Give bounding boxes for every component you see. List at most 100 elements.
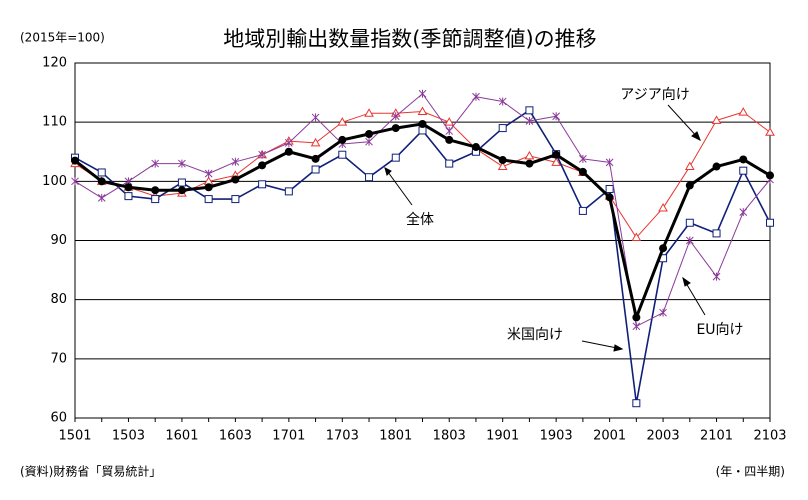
marker	[684, 161, 695, 171]
marker	[712, 162, 721, 171]
x-tick-label: 1803	[433, 429, 466, 444]
marker	[711, 115, 722, 124]
marker	[579, 154, 587, 163]
marker	[685, 236, 694, 245]
marker	[97, 168, 106, 177]
marker	[391, 124, 400, 133]
marker	[365, 173, 374, 182]
marker	[632, 399, 641, 408]
marker	[284, 138, 293, 147]
marker	[231, 195, 240, 204]
marker	[605, 158, 614, 167]
marker	[284, 187, 293, 196]
marker	[765, 127, 775, 136]
marker	[631, 232, 642, 242]
x-tick-label: 1601	[165, 429, 198, 444]
marker	[311, 165, 320, 174]
marker	[365, 130, 374, 138]
arrow-head	[384, 167, 392, 176]
marker	[551, 157, 562, 166]
marker	[391, 112, 400, 121]
marker	[445, 159, 454, 168]
marker	[151, 186, 160, 195]
marker	[525, 106, 534, 115]
marker	[97, 177, 106, 186]
marker	[337, 117, 348, 126]
marker	[204, 195, 213, 204]
marker	[685, 181, 694, 190]
marker	[739, 166, 748, 175]
marker	[310, 137, 321, 147]
x-tick-label: 1503	[112, 429, 145, 444]
marker	[365, 137, 373, 146]
marker	[417, 106, 428, 116]
y-tick-label: 80	[50, 292, 67, 307]
x-tick-label: 2003	[647, 429, 680, 444]
marker	[605, 185, 614, 194]
arrow	[384, 167, 413, 206]
marker	[498, 156, 507, 165]
marker	[578, 167, 587, 176]
marker	[712, 272, 721, 281]
marker	[552, 112, 561, 121]
y-tick-label: 90	[50, 233, 67, 248]
marker	[231, 157, 240, 166]
marker	[498, 97, 507, 106]
marker	[364, 108, 374, 117]
marker	[258, 150, 266, 159]
y-tick-label: 110	[42, 115, 67, 130]
marker	[418, 119, 427, 128]
marker	[632, 313, 641, 322]
marker	[472, 92, 480, 101]
marker	[739, 208, 748, 217]
unit-label: (2015年=100)	[20, 31, 105, 45]
marker	[444, 117, 455, 126]
marker	[659, 244, 668, 253]
marker	[658, 202, 668, 212]
x-label: (年・四半期)	[716, 465, 785, 479]
marker	[605, 193, 614, 202]
marker	[97, 193, 106, 202]
marker	[578, 206, 587, 215]
marker	[258, 161, 267, 170]
x-tick-label: 1703	[326, 429, 359, 444]
marker	[659, 308, 667, 317]
x-tick-label: 1801	[379, 429, 412, 444]
marker	[498, 124, 507, 133]
y-tick-label: 100	[42, 174, 67, 189]
marker	[497, 161, 508, 171]
series-label: アジア向け	[620, 87, 689, 103]
x-tick-label: 1701	[272, 429, 305, 444]
marker	[178, 159, 186, 168]
marker	[71, 177, 79, 186]
x-tick-label: 1603	[219, 429, 252, 444]
source: (資料)財務省「貿易統計」	[20, 464, 161, 479]
x-tick-label: 2103	[753, 429, 786, 444]
marker	[338, 135, 347, 144]
marker	[231, 175, 240, 184]
marker	[525, 116, 534, 125]
marker	[525, 159, 534, 168]
marker	[71, 156, 79, 165]
series-label: 米国向け	[507, 327, 563, 343]
marker	[471, 143, 480, 152]
marker	[738, 107, 749, 116]
marker	[151, 195, 160, 204]
chart-title: 地域別輸出数量指数(季節調整値)の推移	[223, 27, 596, 51]
marker	[177, 186, 186, 195]
marker	[338, 150, 347, 159]
marker	[124, 183, 133, 192]
marker	[445, 135, 454, 144]
series-label: EU向け	[696, 322, 743, 338]
marker	[151, 159, 160, 168]
marker	[284, 147, 293, 156]
y-tick-label: 70	[50, 351, 67, 366]
marker	[739, 155, 748, 164]
arrow-head	[613, 344, 624, 352]
marker	[524, 150, 535, 160]
marker	[177, 178, 186, 187]
y-tick-label: 60	[50, 411, 67, 426]
marker	[311, 113, 320, 122]
annotation-arrows	[384, 104, 706, 352]
